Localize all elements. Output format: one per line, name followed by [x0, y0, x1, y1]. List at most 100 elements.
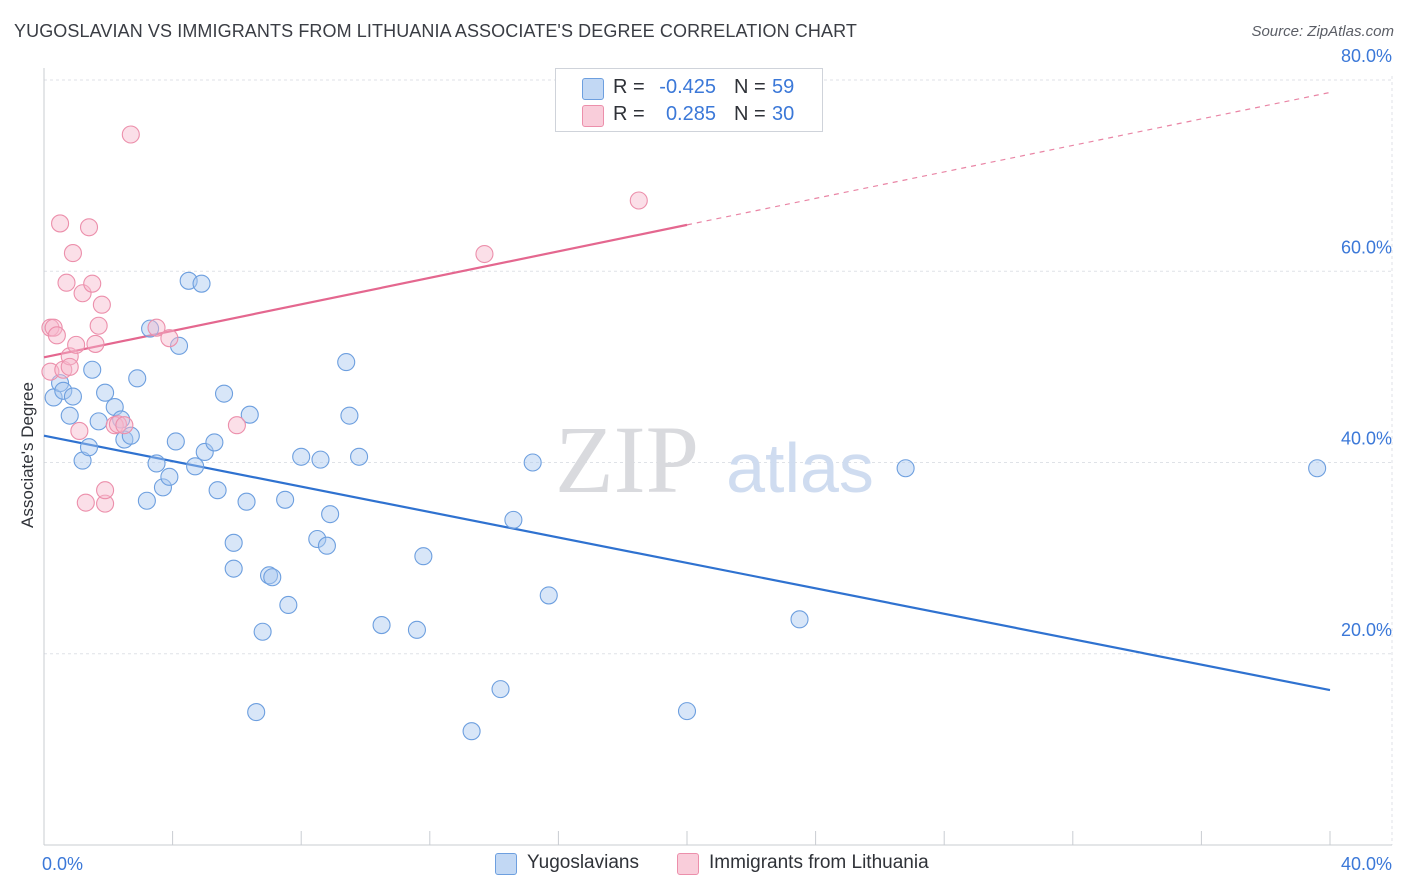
- yugoslavians-point: [195, 442, 214, 462]
- yugoslavians-point: [896, 459, 915, 478]
- yugoslavians-point: [63, 387, 82, 406]
- yugoslavians-point: [54, 381, 73, 400]
- yugoslavians-point: [192, 274, 211, 293]
- lithuania-point: [47, 326, 66, 345]
- yugoslavians-point: [169, 336, 189, 355]
- yugoslavians-point: [137, 491, 156, 510]
- lithuania-point: [51, 214, 70, 233]
- lithuania-point: [629, 191, 648, 210]
- yugoslavians-point: [539, 586, 558, 605]
- tick-labels: 20.0% 40.0% 60.0% 80.0% 0.0% 40.0%: [42, 46, 1392, 874]
- watermark-zip: ZIP: [555, 406, 699, 513]
- watermark: ZIP atlas: [555, 406, 874, 513]
- legend-n-label: N =: [734, 103, 766, 125]
- x-tick-label-min: 0.0%: [42, 854, 83, 874]
- yugoslavians-point: [414, 547, 433, 566]
- lithuania-point: [96, 494, 115, 513]
- yugoslavians-point: [504, 510, 523, 529]
- yugoslavians-point: [208, 481, 227, 500]
- yugoslavians-point: [292, 447, 311, 466]
- yugoslavians-point: [462, 722, 481, 741]
- yugoslavians-point: [83, 360, 102, 379]
- yugoslavians-point: [259, 566, 279, 585]
- yugoslavians-point: [263, 568, 282, 587]
- yugoslavians-point: [160, 467, 179, 486]
- yugoslavians-point: [121, 426, 140, 445]
- lithuania-point: [108, 415, 127, 434]
- yugoslavians-point: [147, 454, 166, 473]
- y-tick-label: 60.0%: [1341, 237, 1392, 257]
- correlation-legend: R = -0.425 N = 59 R = 0.285 N = 30: [555, 68, 823, 132]
- lithuania-swatch: [582, 105, 604, 127]
- yugoslavians-point: [237, 492, 256, 511]
- yugoslavians-legend-swatch: [495, 853, 517, 875]
- yugoslavians-point: [153, 478, 173, 497]
- legend-n-label: N =: [734, 76, 766, 98]
- lithuania-point: [73, 284, 92, 303]
- watermark-atlas: atlas: [726, 429, 874, 507]
- legend-n-value: 30: [772, 103, 795, 125]
- yugoslavians-point: [89, 412, 108, 431]
- source-label: Source: ZipAtlas.com: [1251, 23, 1394, 40]
- y-tick-label: 40.0%: [1341, 429, 1392, 449]
- yugoslavians-point: [60, 406, 79, 425]
- lithuania-point: [475, 244, 494, 264]
- yugoslavians-point: [166, 432, 185, 451]
- yugoslavians-point: [224, 533, 243, 552]
- lithuania-point: [57, 273, 76, 292]
- lithuania-point: [92, 295, 111, 314]
- chart-title: YUGOSLAVIAN VS IMMIGRANTS FROM LITHUANIA…: [14, 21, 857, 41]
- yugoslavians-point: [407, 620, 426, 639]
- yugoslavians-trend-line: [43, 434, 1331, 692]
- x-tick-label-max: 40.0%: [1341, 854, 1392, 874]
- lithuania-point: [70, 421, 89, 440]
- yugoslavians-point: [1308, 459, 1327, 478]
- trend-lines: [43, 91, 1331, 692]
- legend-r-value: 0.285: [665, 103, 716, 125]
- lithuania-point: [63, 244, 82, 263]
- yugoslavians-point: [317, 536, 336, 555]
- grid-lines: [44, 76, 1393, 845]
- yugoslavians-point: [523, 453, 542, 472]
- yugoslavians-point: [253, 622, 272, 641]
- lithuania-point: [227, 416, 246, 435]
- yugoslavians-point: [276, 490, 295, 509]
- y-tick-label: 20.0%: [1341, 620, 1392, 640]
- lithuania-point: [67, 335, 86, 354]
- yugoslavians-point: [240, 405, 259, 424]
- yugoslavians-point: [321, 505, 340, 524]
- lithuania-point: [86, 334, 105, 353]
- legend-n-value: 59: [772, 76, 795, 98]
- yugoslavians-point: [205, 433, 224, 452]
- lithuania-point: [96, 481, 115, 500]
- yugoslavians-point: [372, 616, 391, 635]
- yugoslavians-point: [340, 406, 359, 425]
- yugoslavians-point: [279, 595, 298, 615]
- yugoslavians-point: [677, 702, 697, 721]
- lithuania-point: [83, 274, 102, 293]
- yugoslavians-point: [491, 680, 510, 699]
- yugoslavians-point: [247, 703, 266, 722]
- axes: [43, 68, 1392, 846]
- yugoslavians-point: [350, 447, 369, 466]
- yugoslavians-point: [214, 384, 234, 403]
- lithuania-point: [60, 357, 79, 376]
- lithuania-legend-swatch: [677, 853, 699, 875]
- legend-r-label: R =: [613, 76, 645, 98]
- lithuania-point: [60, 347, 79, 366]
- y-tick-label: 80.0%: [1341, 46, 1392, 66]
- yugoslavians-point: [790, 610, 809, 629]
- yugoslavians-point: [96, 383, 115, 402]
- lithuania-trend-line: [43, 223, 688, 359]
- lithuania-point: [147, 318, 166, 337]
- yugoslavians-point: [128, 369, 147, 388]
- lithuania-legend-label: Immigrants from Lithuania: [709, 852, 929, 873]
- yugoslavians-swatch: [582, 78, 604, 100]
- yugoslavians-legend-label: Yugoslavians: [527, 852, 639, 873]
- yugoslavians-point: [186, 457, 205, 476]
- yugoslavians-point: [337, 353, 356, 372]
- lithuania-point: [160, 329, 179, 348]
- y-axis-label: Associate's Degree: [18, 382, 37, 528]
- lithuania-point: [121, 125, 140, 144]
